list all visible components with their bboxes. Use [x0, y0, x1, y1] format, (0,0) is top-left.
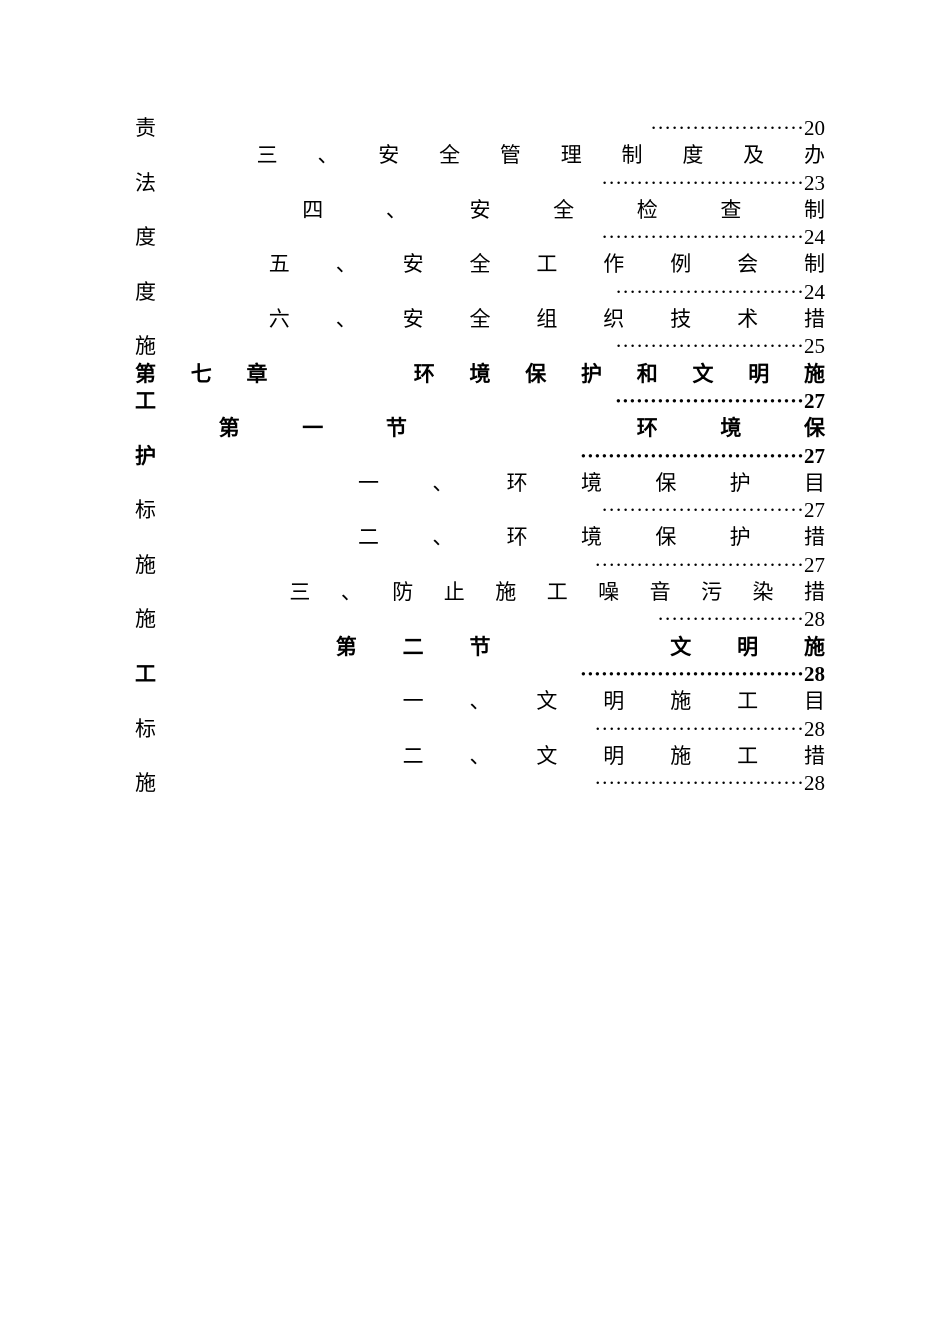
- toc-line: 度···························24: [135, 279, 825, 306]
- toc-line: 三、安全管理制度及办: [135, 142, 825, 169]
- toc-line: 施······························27: [135, 552, 825, 579]
- toc-line: 施···························25: [135, 333, 825, 360]
- toc-line: 责······················20: [135, 115, 825, 142]
- toc-line: 六、安全组织技术措: [135, 306, 825, 333]
- toc-line: 四、安全检查制: [135, 197, 825, 224]
- toc-line: 二、文明施工措: [135, 743, 825, 770]
- toc-line-chapter: 第七章 环境保护和文明施: [135, 361, 825, 388]
- toc-line: 二、环境保护措: [135, 524, 825, 551]
- toc-line-section: 护································27: [135, 443, 825, 470]
- toc-line: 施······························28: [135, 770, 825, 797]
- toc-line: 五、安全工作例会制: [135, 251, 825, 278]
- toc-line: 三、防止施工噪音污染措: [135, 579, 825, 606]
- toc-line-section: 第二节 文明施: [135, 634, 825, 661]
- toc-line-chapter: 工···························27: [135, 388, 825, 415]
- toc-line: 标·····························27: [135, 497, 825, 524]
- toc-container: 责······················20 三、安全管理制度及办 法··…: [135, 115, 825, 797]
- toc-line: 度·····························24: [135, 224, 825, 251]
- toc-line: 施·····················28: [135, 606, 825, 633]
- toc-line-section: 工································28: [135, 661, 825, 688]
- toc-line: 标······························28: [135, 716, 825, 743]
- toc-line: 法·····························23: [135, 170, 825, 197]
- toc-line: 一、环境保护目: [135, 470, 825, 497]
- toc-line-section: 第一节 环境保: [135, 415, 825, 442]
- toc-line: 一、文明施工目: [135, 688, 825, 715]
